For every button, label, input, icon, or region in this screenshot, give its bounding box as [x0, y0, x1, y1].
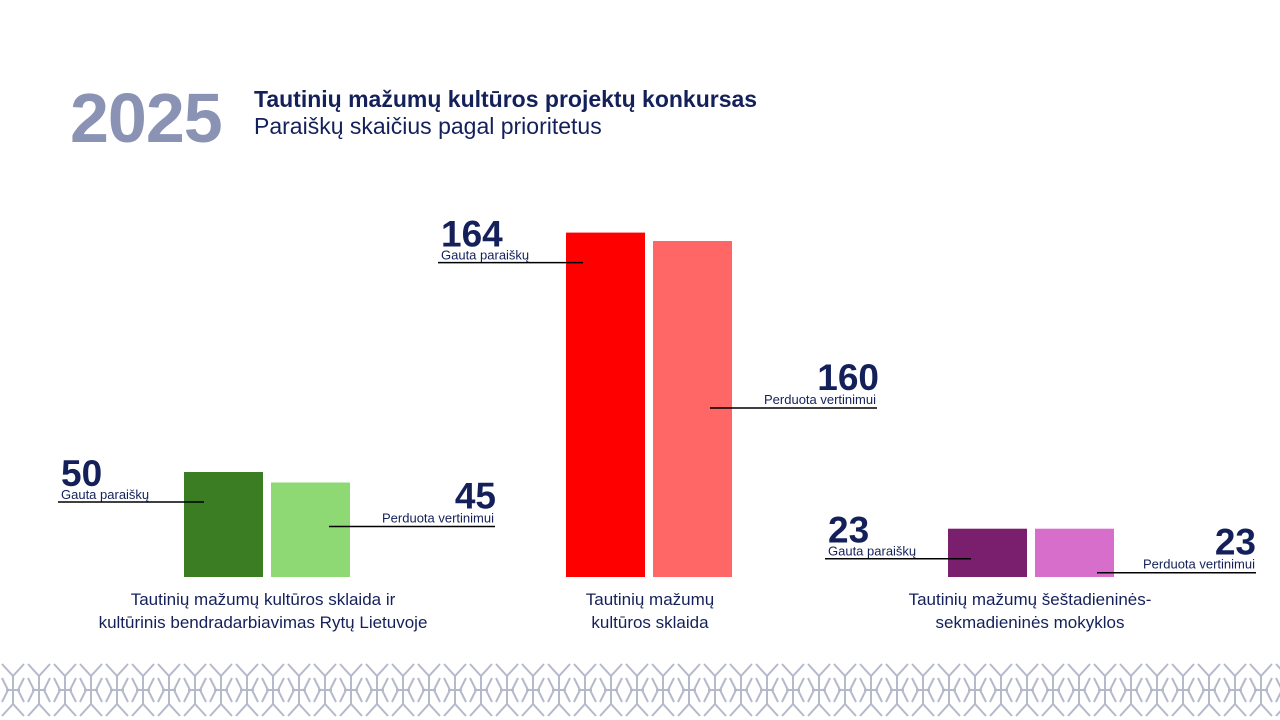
category-label-3-line-1: Tautinių mažumų šeštadieninės- [909, 590, 1152, 609]
bar-received-3 [948, 528, 1027, 577]
value-label-received-3: 23 [828, 510, 869, 551]
category-label-3-line-2: sekmadieninės mokyklos [936, 613, 1125, 632]
value-label-forwarded-1: 45 [455, 476, 496, 517]
bar-forwarded-1 [271, 482, 350, 577]
chart-title: Tautinių mažumų kultūros projektų konkur… [254, 86, 758, 112]
category-label-1-line-1: Tautinių mažumų kultūros sklaida ir [131, 590, 396, 609]
series-label-forwarded-3: Perduota vertinimui [1143, 557, 1255, 572]
value-label-forwarded-3: 23 [1215, 522, 1256, 563]
series-label-forwarded-1: Perduota vertinimui [382, 511, 494, 526]
category-label-1-line-2: kultūrinis bendradarbiavimas Rytų Lietuv… [99, 613, 428, 632]
value-label-forwarded-2: 160 [817, 357, 879, 398]
value-label-received-2: 164 [441, 214, 503, 255]
bar-received-1 [184, 472, 263, 577]
category-label-2-line-1: Tautinių mažumų [586, 590, 715, 609]
series-label-received-3: Gauta paraiškų [828, 544, 916, 559]
bar-received-2 [566, 232, 645, 577]
value-label-received-1: 50 [61, 453, 102, 494]
category-label-2-line-2: kultūros sklaida [591, 613, 709, 632]
year-label: 2025 [70, 79, 223, 157]
series-label-forwarded-2: Perduota vertinimui [764, 392, 876, 407]
bar-forwarded-3 [1035, 528, 1114, 577]
series-label-received-2: Gauta paraiškų [441, 248, 529, 263]
chart-subtitle: Paraiškų skaičius pagal prioritetus [254, 113, 602, 139]
decorative-border-pattern [0, 660, 1280, 720]
bar-forwarded-2 [653, 241, 732, 577]
series-label-received-1: Gauta paraiškų [61, 487, 149, 502]
